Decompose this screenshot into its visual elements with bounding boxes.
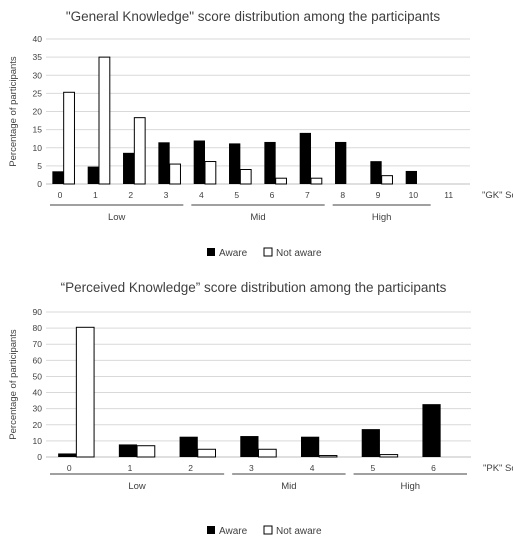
- y-tick-label: 35: [33, 52, 43, 62]
- bar-aware-3: [158, 142, 170, 184]
- bar-not-aware-4: [204, 161, 217, 185]
- x-tick-label: 5: [234, 190, 239, 200]
- bar-not-aware-0: [63, 91, 75, 185]
- y-tick-label: 30: [33, 404, 43, 414]
- bar-aware-0: [52, 171, 64, 184]
- bar-aware-4: [301, 436, 320, 457]
- legend-swatch-aware: [207, 526, 215, 534]
- x-tick-label: 2: [188, 463, 193, 473]
- bar-not-aware-0: [75, 326, 95, 458]
- bar-not-aware-3: [169, 163, 181, 185]
- bar-aware-6: [422, 404, 441, 457]
- bar-aware-1: [87, 166, 99, 184]
- y-tick-label: 0: [37, 452, 42, 462]
- legend-label: Not aware: [276, 248, 322, 259]
- bar-aware-5: [361, 429, 380, 457]
- bar-aware-3: [240, 436, 259, 457]
- x-tick-label: 7: [305, 190, 310, 200]
- y-tick-label: 60: [33, 355, 43, 365]
- y-axis-label: Percentage of participants: [8, 56, 19, 167]
- bar-aware-7: [299, 132, 311, 184]
- legend-label: Aware: [219, 248, 248, 259]
- bar-aware-1: [118, 444, 138, 457]
- bar-not-aware-3: [258, 448, 277, 458]
- x-tick-label: 6: [431, 463, 436, 473]
- x-tick-label: 8: [340, 190, 345, 200]
- bar-aware-6: [264, 141, 276, 184]
- chart-title: "General Knowledge" score distribution a…: [66, 9, 441, 24]
- group-label-high: High: [372, 212, 392, 223]
- x-tick-label: 4: [310, 463, 315, 473]
- x-tick-label: 4: [199, 190, 204, 200]
- x-tick-label: 11: [444, 190, 453, 200]
- legend-swatch-not-aware: [263, 525, 273, 535]
- y-tick-label: 5: [37, 161, 42, 171]
- x-tick-label: 3: [164, 190, 169, 200]
- y-tick-label: 10: [33, 436, 43, 446]
- x-tick-label: 2: [128, 190, 133, 200]
- group-label-low: Low: [128, 481, 146, 492]
- bar-not-aware-2: [133, 117, 146, 185]
- y-tick-label: 15: [33, 125, 43, 135]
- bar-not-aware-4: [318, 455, 338, 458]
- y-tick-label: 0: [37, 179, 42, 189]
- legend-swatch-aware: [207, 248, 215, 256]
- x-tick-label: 10: [409, 190, 419, 200]
- bar-not-aware-5: [239, 169, 252, 185]
- y-tick-label: 40: [33, 34, 43, 44]
- y-tick-label: 20: [33, 420, 43, 430]
- y-tick-label: 80: [33, 323, 43, 333]
- x-tick-label: 5: [370, 463, 375, 473]
- y-tick-label: 25: [33, 88, 43, 98]
- x-tick-label: 1: [93, 190, 98, 200]
- bar-not-aware-1: [98, 56, 111, 185]
- x-tick-label: 9: [376, 190, 381, 200]
- group-label-low: Low: [108, 212, 126, 223]
- bar-aware-8: [335, 141, 347, 184]
- group-label-high: High: [401, 481, 421, 492]
- y-tick-label: 70: [33, 339, 43, 349]
- y-tick-label: 20: [33, 107, 43, 117]
- x-tick-label: 3: [249, 463, 254, 473]
- bar-aware-0: [58, 453, 77, 457]
- x-tick-label: 0: [58, 190, 63, 200]
- legend-label: Aware: [219, 526, 248, 537]
- y-tick-label: 30: [33, 70, 43, 80]
- chart-title: “Perceived Knowledge” score distribution…: [61, 280, 447, 295]
- bar-not-aware-9: [381, 175, 393, 185]
- pk-chart: “Perceived Knowledge” score distribution…: [8, 280, 513, 537]
- y-tick-label: 40: [33, 388, 43, 398]
- y-axis-label: Percentage of participants: [8, 329, 19, 440]
- y-tick-label: 10: [33, 143, 43, 153]
- x-axis-label: "PK" Score: [483, 463, 513, 474]
- x-tick-label: 6: [270, 190, 275, 200]
- bar-not-aware-2: [197, 448, 217, 458]
- y-tick-label: 50: [33, 371, 43, 381]
- bar-aware-2: [179, 436, 198, 457]
- bar-aware-10: [405, 170, 417, 184]
- y-tick-label: 90: [33, 307, 43, 317]
- x-tick-label: 0: [67, 463, 72, 473]
- bar-not-aware-5: [379, 454, 399, 458]
- bar-not-aware-6: [275, 177, 287, 185]
- bar-aware-5: [229, 143, 241, 184]
- group-label-mid: Mid: [250, 212, 265, 223]
- bar-aware-9: [370, 161, 382, 184]
- bar-aware-2: [123, 152, 135, 184]
- x-tick-label: 1: [128, 463, 133, 473]
- x-axis-label: "GK" Score: [482, 190, 513, 201]
- gk-chart: "General Knowledge" score distribution a…: [8, 9, 513, 259]
- bar-aware-4: [193, 140, 205, 184]
- legend-swatch-not-aware: [263, 247, 273, 257]
- legend-label: Not aware: [276, 526, 322, 537]
- bar-not-aware-1: [136, 445, 156, 458]
- group-label-mid: Mid: [281, 481, 296, 492]
- bar-not-aware-7: [310, 177, 323, 185]
